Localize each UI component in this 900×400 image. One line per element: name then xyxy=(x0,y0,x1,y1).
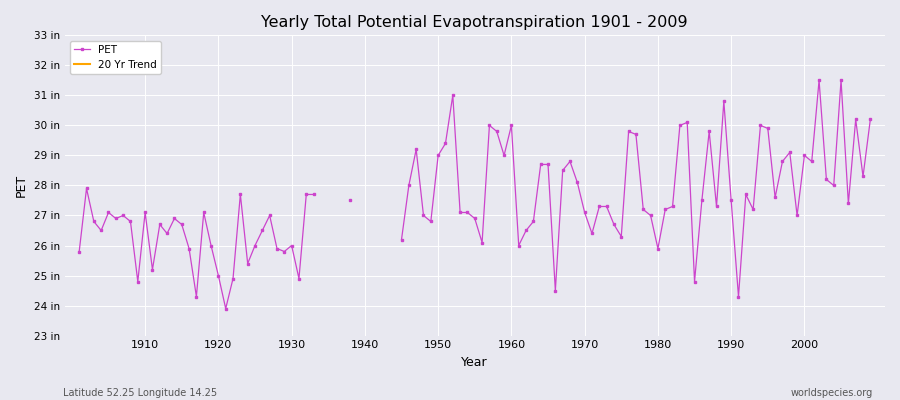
Y-axis label: PET: PET xyxy=(15,174,28,197)
PET xyxy=(865,117,876,122)
PET xyxy=(601,204,612,209)
X-axis label: Year: Year xyxy=(462,356,488,369)
Text: worldspecies.org: worldspecies.org xyxy=(791,388,873,398)
PET xyxy=(132,279,143,284)
PET xyxy=(74,249,85,254)
Text: Latitude 52.25 Longitude 14.25: Latitude 52.25 Longitude 14.25 xyxy=(63,388,217,398)
PET xyxy=(513,243,524,248)
Title: Yearly Total Potential Evapotranspiration 1901 - 2009: Yearly Total Potential Evapotranspiratio… xyxy=(262,15,688,30)
PET xyxy=(345,198,356,203)
PET xyxy=(506,123,517,128)
Line: PET: PET xyxy=(77,79,872,310)
Legend: PET, 20 Yr Trend: PET, 20 Yr Trend xyxy=(70,40,161,74)
PET xyxy=(293,276,304,281)
